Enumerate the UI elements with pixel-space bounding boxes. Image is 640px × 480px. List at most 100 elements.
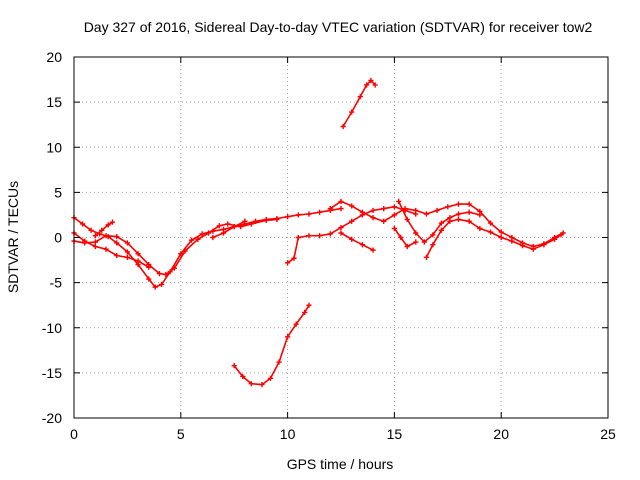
data-point [398, 234, 404, 241]
data-point [79, 221, 86, 227]
data-point [447, 215, 453, 221]
data-point [359, 209, 365, 215]
y-tick-label: -15 [42, 365, 62, 381]
y-tick-label: 0 [54, 230, 62, 246]
data-point [135, 258, 141, 264]
data-point [248, 221, 254, 227]
data-point [225, 221, 231, 227]
data-point [509, 238, 515, 244]
data-point [267, 375, 274, 381]
series-trace [233, 304, 310, 386]
data-point [413, 230, 419, 236]
data-point [552, 236, 558, 242]
x-tick-label: 5 [177, 426, 185, 442]
y-tick-label: 15 [46, 94, 62, 110]
series-trace [397, 200, 481, 243]
data-point [372, 82, 378, 88]
series-arc4 [92, 219, 116, 239]
data-point [498, 234, 504, 241]
data-point [519, 243, 526, 249]
data-point [302, 309, 308, 316]
data-point [82, 238, 88, 244]
series-arc13 [396, 198, 483, 245]
data-point [276, 359, 282, 365]
y-tick-label: -5 [50, 275, 63, 291]
x-tick-label: 20 [493, 426, 509, 442]
data-point [421, 239, 427, 245]
data-point [349, 218, 355, 224]
data-point [240, 373, 246, 380]
x-axis-label: GPS time / hours [287, 456, 394, 472]
data-point [242, 218, 248, 224]
data-point [158, 281, 165, 288]
data-point [466, 218, 472, 224]
y-tick-label: 20 [46, 49, 62, 65]
data-point [188, 237, 195, 243]
x-tick-label: 10 [280, 426, 296, 442]
data-point [220, 230, 227, 236]
data-point [99, 227, 105, 233]
data-point [306, 211, 312, 217]
data-point [396, 198, 402, 204]
data-point [404, 216, 410, 223]
data-point [103, 233, 109, 239]
y-tick-label: 10 [46, 139, 62, 155]
data-point [182, 248, 188, 254]
data-point [238, 224, 244, 230]
tick-labels: 0 5 10 15 20 25 -20 -15 -10 -5 0 5 10 15 20 [42, 49, 616, 442]
data-point [135, 251, 141, 257]
data-point [263, 217, 269, 223]
data-point [477, 225, 483, 232]
data-point [205, 230, 212, 236]
data-point [171, 265, 177, 271]
data-point [248, 381, 254, 387]
series-trace [212, 220, 246, 239]
data-point [199, 231, 205, 237]
data-point [423, 211, 430, 217]
data-point [349, 109, 355, 115]
chart-title: Day 327 of 2016, Sidereal Day-to-day VTE… [84, 19, 593, 35]
data-point [370, 215, 376, 221]
x-tick-label: 25 [600, 426, 616, 442]
data-point [466, 201, 472, 207]
data-point [124, 249, 130, 255]
data-point [327, 206, 333, 212]
data-point [195, 236, 201, 242]
x-tick-label: 0 [70, 426, 78, 442]
series-trace [94, 221, 114, 237]
data-point [359, 242, 365, 248]
data-point [295, 212, 301, 218]
data-point [349, 203, 355, 209]
data-point [338, 206, 344, 212]
data-point [124, 254, 130, 260]
series-arc1 [71, 206, 344, 290]
series-arc3 [71, 230, 152, 270]
data-point [423, 254, 430, 260]
data-point [109, 219, 116, 225]
series-arc10 [338, 230, 376, 253]
data-point [114, 252, 120, 259]
data-point [391, 212, 397, 218]
data-point [105, 222, 111, 228]
data-point [477, 212, 483, 218]
data-point [434, 207, 440, 214]
data-point [146, 276, 152, 282]
data-point [391, 225, 397, 232]
data-point [530, 246, 536, 252]
data-point [498, 229, 504, 235]
data-point [438, 227, 444, 233]
data-point [381, 218, 387, 224]
data-point [430, 232, 436, 238]
data-point [381, 206, 387, 212]
y-tick-label: 5 [54, 184, 62, 200]
series-arc7 [340, 77, 378, 130]
series-arc5 [210, 218, 248, 241]
series-trace [73, 207, 342, 288]
data-point [445, 204, 451, 210]
data-marks [71, 77, 566, 388]
x-tick-label: 15 [387, 426, 403, 442]
data-point [306, 302, 312, 308]
series-arc2 [71, 216, 280, 278]
series-arc12 [423, 216, 564, 260]
data-point [293, 321, 299, 327]
